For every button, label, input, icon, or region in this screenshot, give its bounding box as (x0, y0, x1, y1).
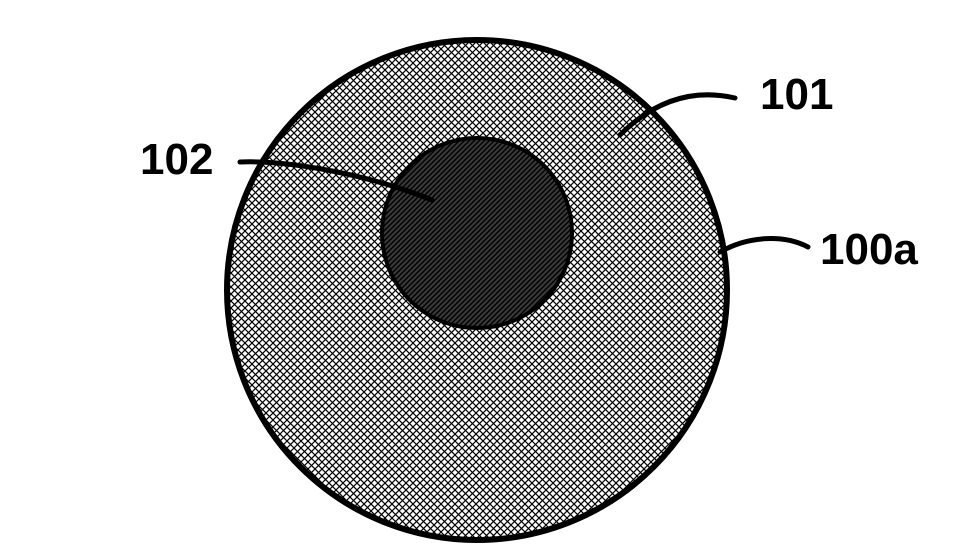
label-100a: 100a (820, 225, 918, 275)
leader-to-100a (720, 239, 808, 252)
diagram-stage: 101 100a 102 (0, 0, 954, 552)
label-101: 101 (760, 70, 833, 120)
inner-circle (382, 138, 572, 328)
label-102: 102 (140, 135, 213, 185)
